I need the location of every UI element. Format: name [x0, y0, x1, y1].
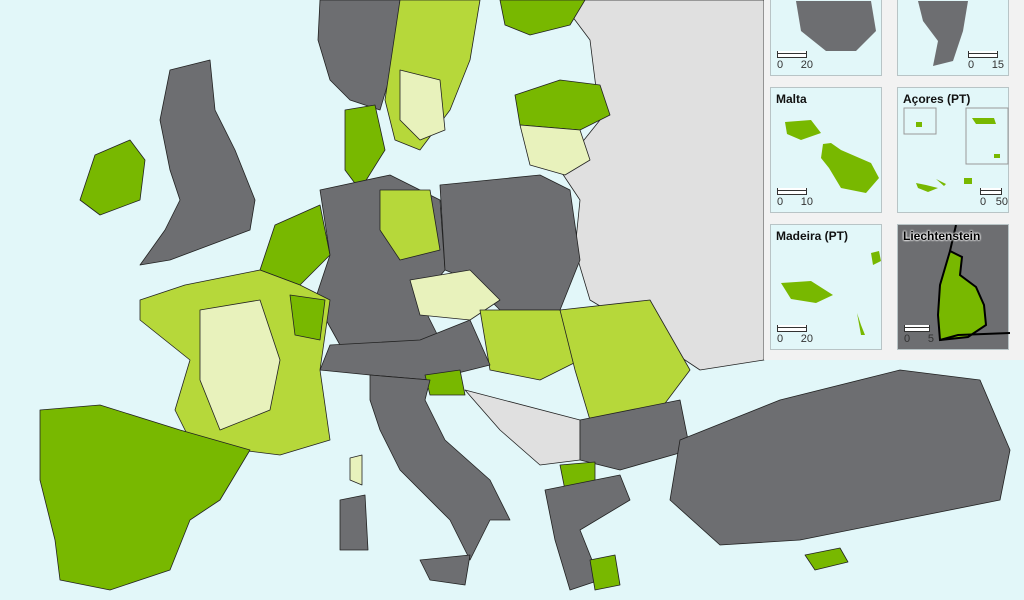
- region-italy: [369, 374, 511, 561]
- scale-bar: 0 10: [777, 188, 813, 208]
- region-lithuania: [519, 124, 591, 176]
- scale-bar: 0 20: [777, 51, 813, 71]
- region-spain: [39, 404, 251, 591]
- inset-title: Açores (PT): [903, 92, 971, 106]
- region-ireland: [79, 139, 146, 216]
- region-france-centre: [199, 299, 281, 431]
- region-sweden-south: [399, 69, 446, 141]
- scale-bar: 0 15: [968, 51, 1004, 71]
- inset-madeira: Madeira (PT) 0 20: [770, 224, 882, 350]
- inset-island-1: 0 20: [770, 0, 882, 76]
- scale-bar: 0 20: [777, 325, 813, 345]
- region-greece-south: [589, 554, 621, 591]
- region-latvia: [514, 79, 611, 131]
- region-uk: [139, 59, 256, 266]
- region-denmark: [344, 104, 386, 191]
- region-bulgaria: [579, 399, 691, 471]
- region-sicily: [419, 554, 471, 586]
- inset-acores: Açores (PT) 0 50: [897, 87, 1009, 213]
- region-turkey: [669, 369, 1011, 546]
- inset-title: Malta: [776, 92, 807, 106]
- region-sardinia: [339, 494, 369, 551]
- region-benelux: [259, 204, 331, 286]
- region-slovenia: [424, 369, 466, 396]
- inset-island-2: 0 15: [897, 0, 1009, 76]
- region-balkans-non-eu: [464, 389, 581, 466]
- region-hungary: [479, 309, 581, 381]
- region-cyprus: [804, 547, 849, 571]
- scale-bar: 0 50: [980, 188, 1008, 208]
- inset-malta: Malta 0 10: [770, 87, 882, 213]
- region-france-east: [289, 294, 326, 341]
- region-finland: [499, 0, 586, 36]
- region-greece: [544, 474, 631, 591]
- region-germany-east: [379, 189, 441, 261]
- region-corsica: [349, 454, 363, 486]
- inset-title: Liechtenstein: [903, 229, 981, 243]
- inset-title: Madeira (PT): [776, 229, 849, 243]
